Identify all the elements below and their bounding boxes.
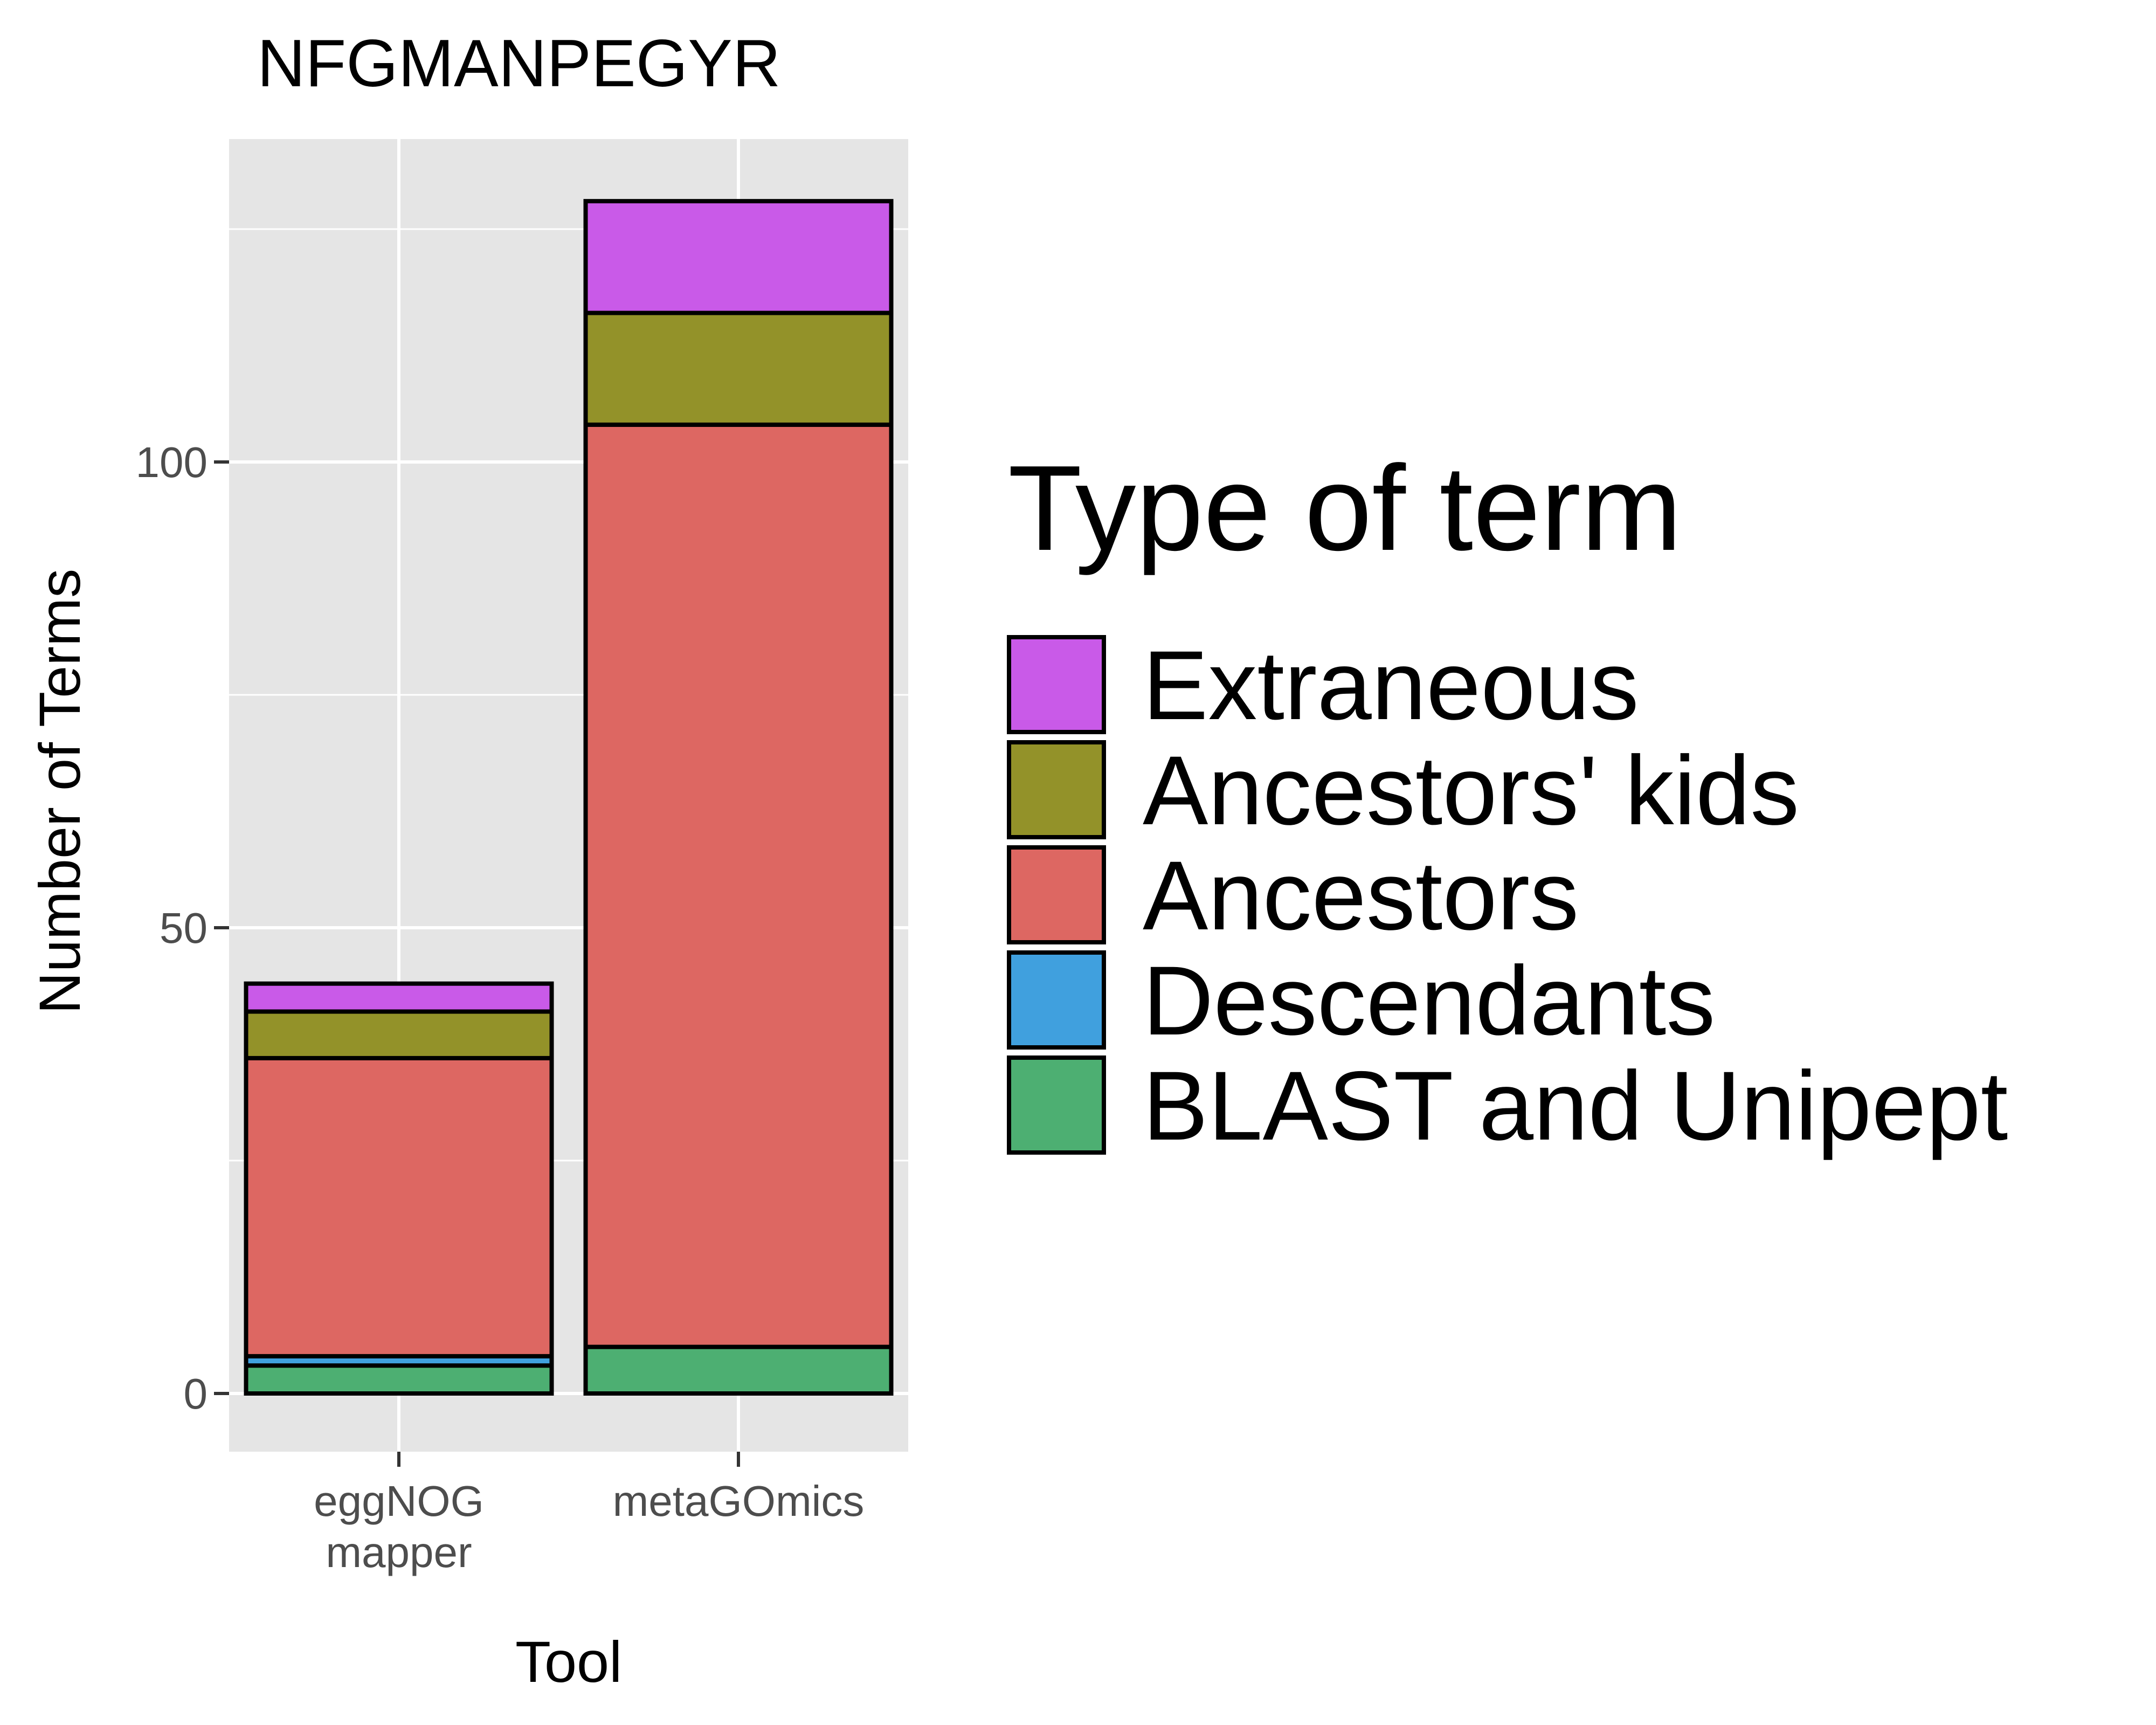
bar-eggnog-mapper-ancestors-kids — [244, 1009, 554, 1060]
x-axis-title: Tool — [515, 1629, 622, 1694]
legend-key-ancestors — [1007, 845, 1106, 944]
y-tick-label: 100 — [136, 438, 208, 486]
legend-key-ancestors-kids — [1007, 740, 1106, 839]
y-axis: 0 50 100 — [136, 438, 229, 1418]
legend-label-extraneous: Extraneous — [1143, 630, 1639, 740]
legend-title: Type of term — [1008, 440, 1682, 576]
bar-metagomics-ancestors-kids — [583, 310, 894, 427]
bar-metagomics-extraneous — [583, 199, 894, 315]
legend-label-descendants: Descendants — [1143, 946, 1715, 1055]
chart-title: NFGMANPEGYR — [257, 26, 780, 101]
bar-metagomics-ancestors — [583, 422, 894, 1349]
bar-eggnog-mapper-blast-and-unipept — [244, 1363, 554, 1396]
legend-label-ancestors-kids: Ancestors' kids — [1143, 735, 1799, 845]
bar-eggnog-mapper-ancestors — [244, 1055, 554, 1358]
y-tick-label: 50 — [160, 904, 208, 952]
bar-metagomics-blast-and-unipept — [583, 1344, 894, 1396]
legend-key-blast-and-unipept — [1007, 1055, 1106, 1155]
bars — [244, 199, 894, 1396]
x-tick-label: metaGOmics — [613, 1477, 865, 1525]
bar-eggnog-mapper-extraneous — [244, 981, 554, 1014]
x-axis: eggNOG mapper metaGOmics — [314, 1452, 864, 1576]
legend-key-extraneous — [1007, 635, 1106, 734]
legend-key-descendants — [1007, 950, 1106, 1050]
legend-label-blast-and-unipept: BLAST and Unipept — [1143, 1051, 2008, 1161]
y-tick-label: 0 — [184, 1370, 208, 1418]
y-axis-title: Number of Terms — [27, 569, 92, 1014]
x-tick-label: eggNOG mapper — [314, 1477, 484, 1576]
legend-label-ancestors: Ancestors — [1143, 840, 1579, 950]
